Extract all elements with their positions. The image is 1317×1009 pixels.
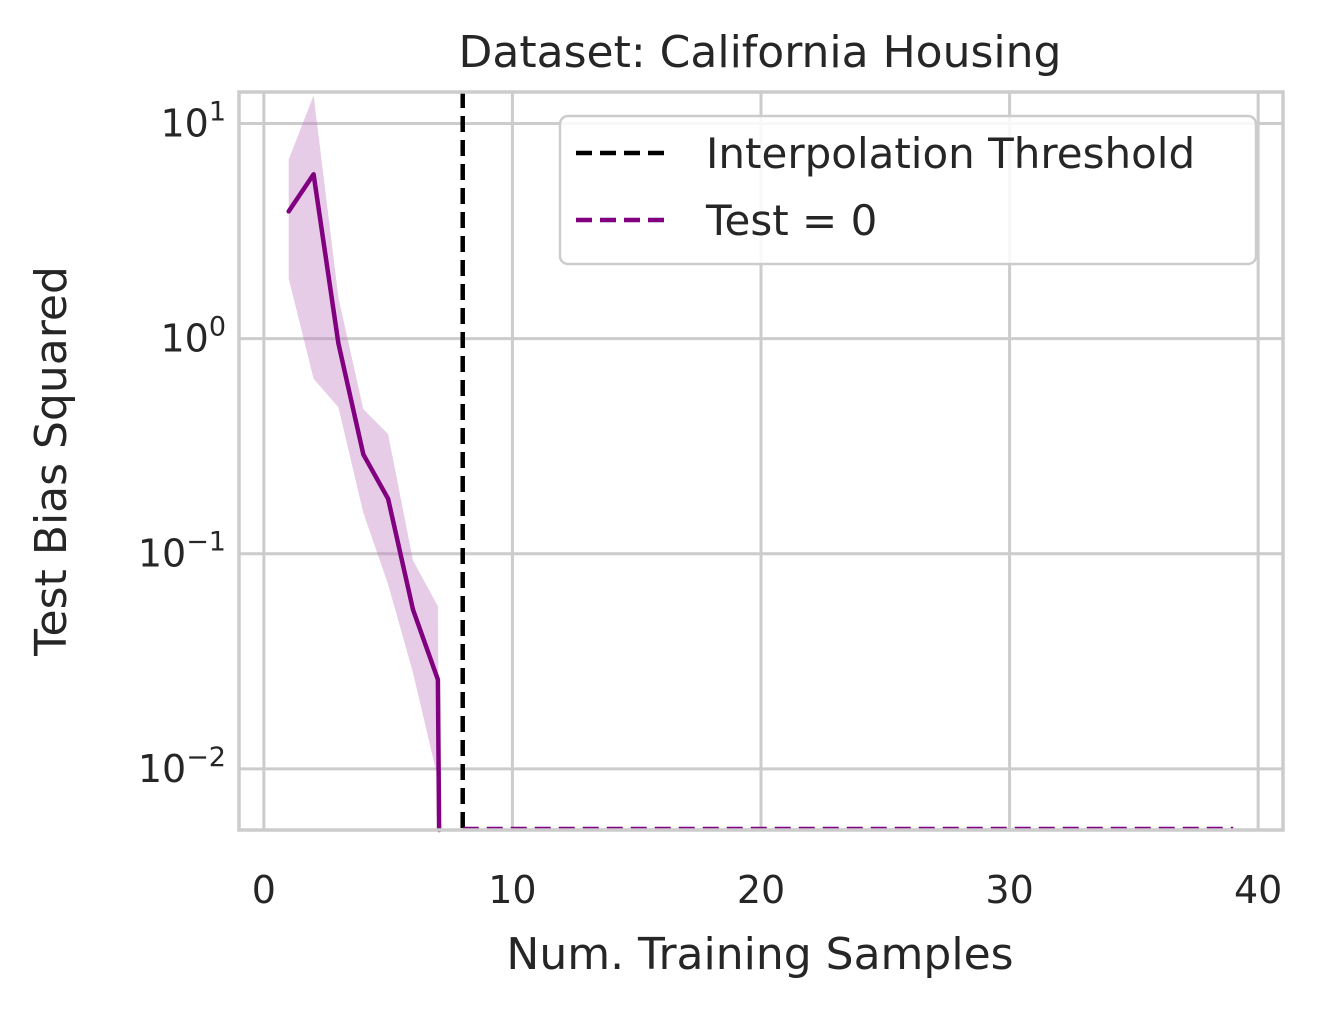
legend-label-test-zero: Test = 0 — [705, 196, 877, 245]
chart-title: Dataset: California Housing — [459, 27, 1062, 78]
series-line — [286, 172, 442, 833]
legend-label-interpolation-threshold: Interpolation Threshold — [706, 129, 1195, 178]
y-axis-label: Test Bias Squared — [26, 266, 77, 657]
confidence-band — [288, 95, 440, 830]
x-tick-label: 10 — [488, 868, 536, 912]
x-axis-label: Num. Training Samples — [506, 929, 1013, 980]
x-tick-label: 0 — [252, 868, 276, 912]
y-tick-label: 100 — [160, 312, 226, 361]
y-tick-label: 10−2 — [138, 742, 226, 791]
legend-box — [558, 114, 1258, 266]
y-tick-label: 101 — [160, 96, 226, 145]
x-tick-label: 20 — [737, 868, 785, 912]
plot-frame — [237, 90, 1285, 832]
x-tick-label: 30 — [985, 868, 1033, 912]
y-tick-labels: 10−2 10−1 100 101 — [138, 96, 226, 790]
x-tick-label: 40 — [1234, 868, 1282, 912]
y-tick-label: 10−1 — [138, 527, 226, 576]
legend: Interpolation Threshold Test = 0 — [558, 114, 1258, 266]
x-tick-labels: 0 10 20 30 40 — [252, 868, 1283, 912]
